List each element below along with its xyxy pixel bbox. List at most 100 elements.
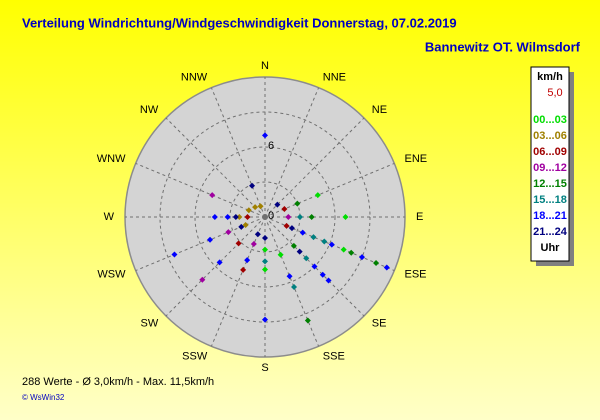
direction-label: ENE — [405, 153, 428, 165]
data-point — [245, 207, 252, 214]
data-point — [286, 273, 293, 280]
data-point — [321, 238, 328, 245]
data-point — [310, 234, 317, 241]
legend-entry: 00...03 — [533, 114, 567, 126]
direction-label: NNE — [323, 71, 346, 83]
data-point — [240, 266, 247, 273]
direction-label: ESE — [405, 269, 427, 281]
data-point — [249, 182, 256, 189]
data-point — [311, 263, 318, 270]
data-point — [236, 214, 243, 220]
data-point — [209, 192, 216, 199]
legend-entry: 15...18 — [533, 194, 567, 206]
legend-entry: 21...24 — [533, 226, 568, 238]
data-point — [252, 204, 259, 211]
data-point — [291, 284, 298, 291]
direction-label: S — [261, 362, 268, 374]
data-point — [325, 277, 332, 284]
direction-line — [210, 216, 266, 347]
data-point — [308, 214, 315, 220]
direction-label: NW — [140, 104, 159, 116]
data-point — [262, 132, 268, 139]
direction-line — [264, 162, 395, 218]
direction-line — [165, 117, 266, 218]
data-point — [373, 259, 380, 266]
data-point — [283, 222, 290, 229]
data-point — [224, 214, 231, 220]
direction-label: WSW — [97, 269, 126, 281]
radius-label: 0 — [268, 210, 274, 222]
data-point — [235, 240, 242, 247]
data-point — [359, 254, 366, 261]
direction-label: SW — [140, 318, 158, 330]
data-point — [342, 214, 349, 220]
data-point — [171, 251, 178, 258]
direction-label: NE — [372, 104, 387, 116]
data-point — [319, 271, 326, 278]
direction-line — [264, 87, 320, 218]
data-point — [262, 258, 268, 265]
data-point — [254, 231, 261, 238]
data-point — [299, 229, 306, 236]
direction-label: N — [261, 60, 269, 72]
radius-label: 6 — [268, 140, 274, 152]
data-point — [244, 214, 251, 220]
copyright: © WsWin32 — [22, 393, 65, 402]
legend-entry: 06...09 — [533, 146, 567, 158]
data-point — [262, 246, 268, 253]
data-point — [262, 316, 268, 323]
data-point — [290, 242, 297, 249]
data-point — [274, 201, 281, 208]
direction-line — [210, 87, 266, 218]
direction-label: E — [416, 211, 423, 223]
data-point — [262, 235, 268, 241]
chart-subtitle: Bannewitz OT. Wilmsdorf — [425, 39, 581, 54]
data-point — [199, 276, 206, 283]
direction-line — [264, 117, 365, 218]
legend-entry: 12...15 — [533, 178, 567, 190]
data-point — [211, 214, 218, 220]
data-point — [294, 200, 301, 207]
legend-value: 5,0 — [547, 87, 562, 99]
direction-label: WNW — [97, 153, 126, 165]
data-point — [303, 255, 310, 262]
chart-title: Verteilung Windrichtung/Windgeschwindigk… — [22, 15, 457, 30]
direction-line — [264, 216, 320, 347]
direction-line — [264, 216, 395, 272]
data-point — [383, 264, 390, 271]
direction-label: SE — [372, 318, 387, 330]
data-point — [277, 251, 284, 258]
data-point — [216, 259, 223, 266]
legend-unit: km/h — [537, 71, 563, 83]
direction-label: W — [104, 211, 115, 223]
direction-line — [135, 216, 266, 272]
footer: 288 Werte - Ø 3,0km/h - Max. 11,5km/h — [22, 376, 214, 388]
data-point — [348, 249, 355, 256]
data-point — [296, 248, 303, 255]
legend-entry: 18...21 — [533, 210, 567, 222]
data-point — [297, 214, 303, 220]
data-point — [285, 214, 292, 220]
data-point — [288, 225, 295, 232]
data-point — [257, 203, 264, 210]
direction-label: SSW — [182, 350, 208, 362]
data-point — [250, 240, 257, 247]
legend-entry: 09...12 — [533, 162, 567, 174]
direction-line — [135, 162, 266, 218]
legend-entry: 03...06 — [533, 130, 567, 142]
data-point — [225, 229, 232, 236]
legend-box — [530, 66, 570, 262]
data-point — [238, 223, 245, 230]
direction-label: SSE — [323, 350, 345, 362]
data-point — [207, 236, 214, 243]
direction-label: NNW — [181, 71, 208, 83]
data-point — [328, 241, 335, 248]
data-point — [314, 192, 321, 199]
legend-footer: Uhr — [541, 242, 561, 254]
data-point — [244, 257, 251, 264]
ring — [194, 146, 336, 288]
data-point — [232, 214, 239, 220]
data-point — [281, 205, 288, 212]
data-point — [262, 266, 268, 273]
